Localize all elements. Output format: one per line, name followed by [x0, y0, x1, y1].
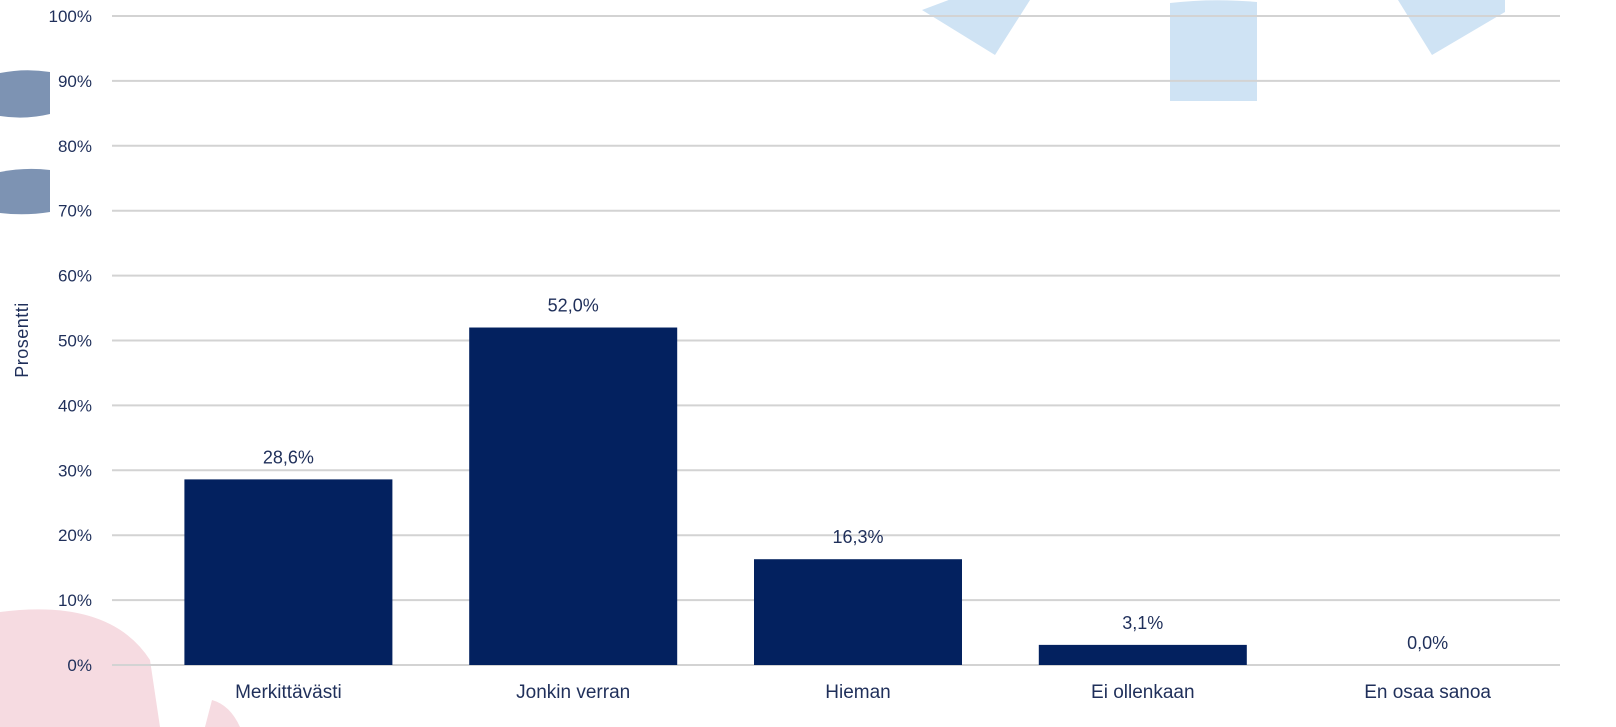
data-labels: 28,6% 52,0% 16,3% 3,1% 0,0%	[263, 296, 1448, 653]
data-label: 3,1%	[1122, 613, 1163, 633]
x-category-label: Merkittävästi	[235, 682, 342, 703]
bars	[184, 327, 1247, 665]
y-tick-label: 30%	[58, 461, 92, 480]
deco-shape-4	[0, 70, 50, 118]
bar	[1038, 644, 1247, 665]
deco-shape-7	[205, 700, 240, 727]
background-decorations	[0, 0, 1505, 727]
bar	[469, 327, 678, 665]
y-tick-label: 10%	[58, 591, 92, 610]
y-tick-label: 60%	[58, 267, 92, 286]
deco-shape-2	[1170, 0, 1257, 102]
data-label: 28,6%	[263, 447, 314, 467]
y-tick-label: 100%	[49, 7, 92, 26]
y-tick-label: 90%	[58, 72, 92, 91]
bar	[754, 559, 962, 665]
y-tick-label: 70%	[58, 202, 92, 221]
y-tick-label: 0%	[67, 656, 92, 675]
data-label: 0,0%	[1407, 633, 1448, 653]
x-category-label: En osaa sanoa	[1364, 682, 1491, 703]
x-category-label: Jonkin verran	[516, 682, 630, 703]
x-axis-categories: Merkittävästi Jonkin verran Hieman Ei ollen…	[235, 682, 1491, 703]
x-category-label: Ei ollenkaan	[1091, 682, 1195, 703]
data-label: 52,0%	[548, 296, 599, 316]
y-axis-ticks: 0% 10% 20% 30% 40% 50% 60% 70% 80% 90% 100%	[49, 7, 92, 675]
y-axis-label: Prosentti	[12, 302, 32, 378]
y-tick-label: 80%	[58, 137, 92, 156]
y-tick-label: 50%	[58, 332, 92, 351]
data-label: 16,3%	[832, 527, 883, 547]
x-category-label: Hieman	[825, 682, 890, 703]
deco-shape-1	[922, 0, 1030, 55]
y-tick-label: 40%	[58, 396, 92, 415]
y-tick-label: 20%	[58, 526, 92, 545]
deco-shape-6	[0, 609, 160, 727]
deco-shape-3	[1398, 0, 1505, 55]
deco-shape-5	[0, 168, 50, 215]
bar	[184, 479, 393, 665]
